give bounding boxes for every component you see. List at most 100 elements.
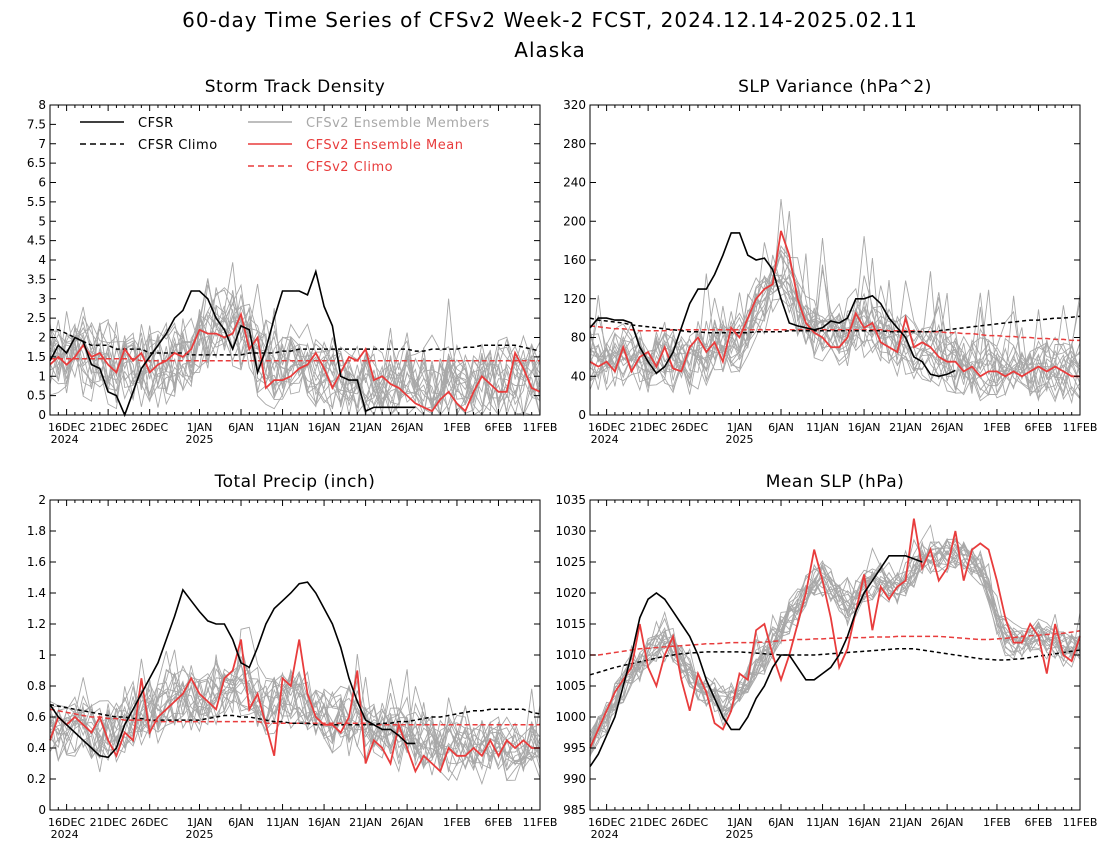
panel-title: Mean SLP (hPa) [766, 472, 905, 492]
series-line-ens-mean [49, 639, 540, 774]
y-tick-label: 1.6 [27, 555, 46, 569]
ensemble-member-line [49, 290, 541, 408]
series-line-ens-mean [589, 518, 1081, 749]
series-line-cfsr [589, 232, 956, 378]
y-tick-label: 320 [563, 98, 586, 112]
series-line-cfsv2-climo [589, 325, 1080, 342]
panel-title: SLP Variance (hPa^2) [738, 77, 932, 97]
series-line-ens-mean [49, 311, 541, 413]
ensemble-member-line [589, 236, 1081, 395]
legend-label-cfsr: CFSR [138, 116, 174, 131]
y-tick-label: 0 [578, 408, 586, 422]
x-tick-label: 16JAN [848, 816, 881, 829]
x-tick-label: 11JAN [806, 421, 839, 434]
y-tick-label: 120 [563, 292, 586, 306]
legend-label-ens-mean: CFSv2 Ensemble Mean [306, 138, 463, 153]
ensemble-member-line [49, 670, 541, 782]
series-line-cfsr [49, 268, 416, 418]
ensemble-member-line [589, 545, 1081, 744]
legend-label-cfsr-climo: CFSR Climo [138, 138, 218, 153]
x-tick-year: 2024 [51, 433, 79, 446]
figure-title: 60-day Time Series of CFSv2 Week-2 FCST,… [182, 8, 918, 32]
series-line-cfsr-climo [50, 329, 541, 356]
x-tick-year: 2024 [51, 828, 79, 841]
x-tick-label: 6FEB [1025, 816, 1053, 829]
ensemble-member-line [49, 305, 541, 417]
y-tick-label: 1.8 [27, 524, 46, 538]
y-tick-label: 995 [563, 741, 586, 755]
x-tick-label: 26DEC [131, 816, 168, 829]
x-tick-label: 11FEB [523, 816, 558, 829]
ensemble-members [589, 198, 1081, 405]
x-tick-label: 1FEB [443, 421, 471, 434]
y-tick-label: 6 [38, 176, 46, 190]
y-axis: 0 0.2 0.4 0.6 0.8 1 1.2 1.4 1.6 1.8 2 [27, 493, 540, 817]
y-tick-label: 1000 [555, 710, 586, 724]
y-tick-label: 7.5 [27, 117, 46, 131]
y-tick-label: 280 [563, 137, 586, 151]
ensemble-member-line [49, 649, 541, 770]
y-tick-label: 0.4 [27, 741, 46, 755]
y-tick-label: 2 [38, 331, 46, 345]
series-line-cfsr-climo [589, 648, 1081, 676]
x-tick-label: 11JAN [806, 816, 839, 829]
ensemble-member-line [49, 298, 541, 406]
ensemble-member-line [589, 540, 1081, 753]
ensemble-member-line [589, 274, 1081, 399]
y-tick-label: 200 [563, 214, 586, 228]
ensemble-member-line [49, 304, 541, 416]
series-line-ens-mean [589, 230, 1080, 378]
x-tick-label: 16JAN [848, 421, 881, 434]
x-tick-label: 21JAN [889, 421, 922, 434]
y-axis: 985 990 995 1000 1005 1010 1015 1020 1025 1030 103… [555, 493, 1080, 817]
x-tick-label: 21JAN [889, 816, 922, 829]
ensemble-member-line [589, 245, 1081, 381]
y-tick-label: 5.5 [27, 195, 46, 209]
ensemble-member-line [589, 274, 1081, 402]
y-tick-label: 1035 [555, 493, 586, 507]
x-tick-label: 21JAN [349, 816, 382, 829]
y-tick-label: 1 [38, 648, 46, 662]
x-tick-label: 16JAN [308, 816, 341, 829]
y-tick-label: 0.2 [27, 772, 46, 786]
series-line-cfsr-climo [589, 315, 1081, 334]
x-tick-label: 21DEC [90, 421, 127, 434]
legend-label-members: CFSv2 Ensemble Members [306, 116, 490, 131]
legend: CFSR CFSR Climo CFSv2 Ensemble Members CFSv… [80, 116, 490, 175]
y-tick-label: 4 [38, 253, 46, 267]
legend-label-cfsv2-climo: CFSv2 Climo [306, 160, 393, 175]
x-tick-label: 1FEB [443, 816, 471, 829]
x-tick-label: 1JAN [727, 421, 753, 434]
series-line-cfsr-climo [49, 703, 541, 726]
y-tick-label: 5 [38, 214, 46, 228]
ensemble-member-line [49, 668, 541, 772]
x-tick-label: 16DEC [48, 421, 85, 434]
ensemble-members [49, 626, 541, 786]
series-line-cfsr [589, 554, 923, 768]
y-tick-label: 0 [38, 408, 46, 422]
ensemble-member-line [49, 668, 541, 770]
y-tick-label: 985 [563, 803, 586, 817]
y-tick-label: 0.5 [27, 389, 46, 403]
ensemble-member-line [589, 538, 1081, 758]
y-tick-label: 1010 [555, 648, 586, 662]
ensemble-member-line [589, 273, 1081, 392]
y-tick-label: 80 [571, 331, 586, 345]
ensemble-member-line [49, 659, 541, 773]
x-tick-label: 6JAN [228, 421, 254, 434]
panel-title: Storm Track Density [205, 77, 386, 97]
x-tick-year: 2024 [591, 433, 619, 446]
ensemble-member-line [49, 262, 541, 416]
figure-subtitle: Alaska [514, 38, 585, 62]
series-line-cfsr [49, 581, 416, 759]
x-tick-label: 6FEB [1025, 421, 1053, 434]
x-tick-label: 6FEB [485, 816, 513, 829]
y-tick-label: 0.8 [27, 679, 46, 693]
x-tick-label: 21JAN [349, 421, 382, 434]
x-tick-label: 26JAN [931, 421, 964, 434]
y-tick-label: 3.5 [27, 272, 46, 286]
